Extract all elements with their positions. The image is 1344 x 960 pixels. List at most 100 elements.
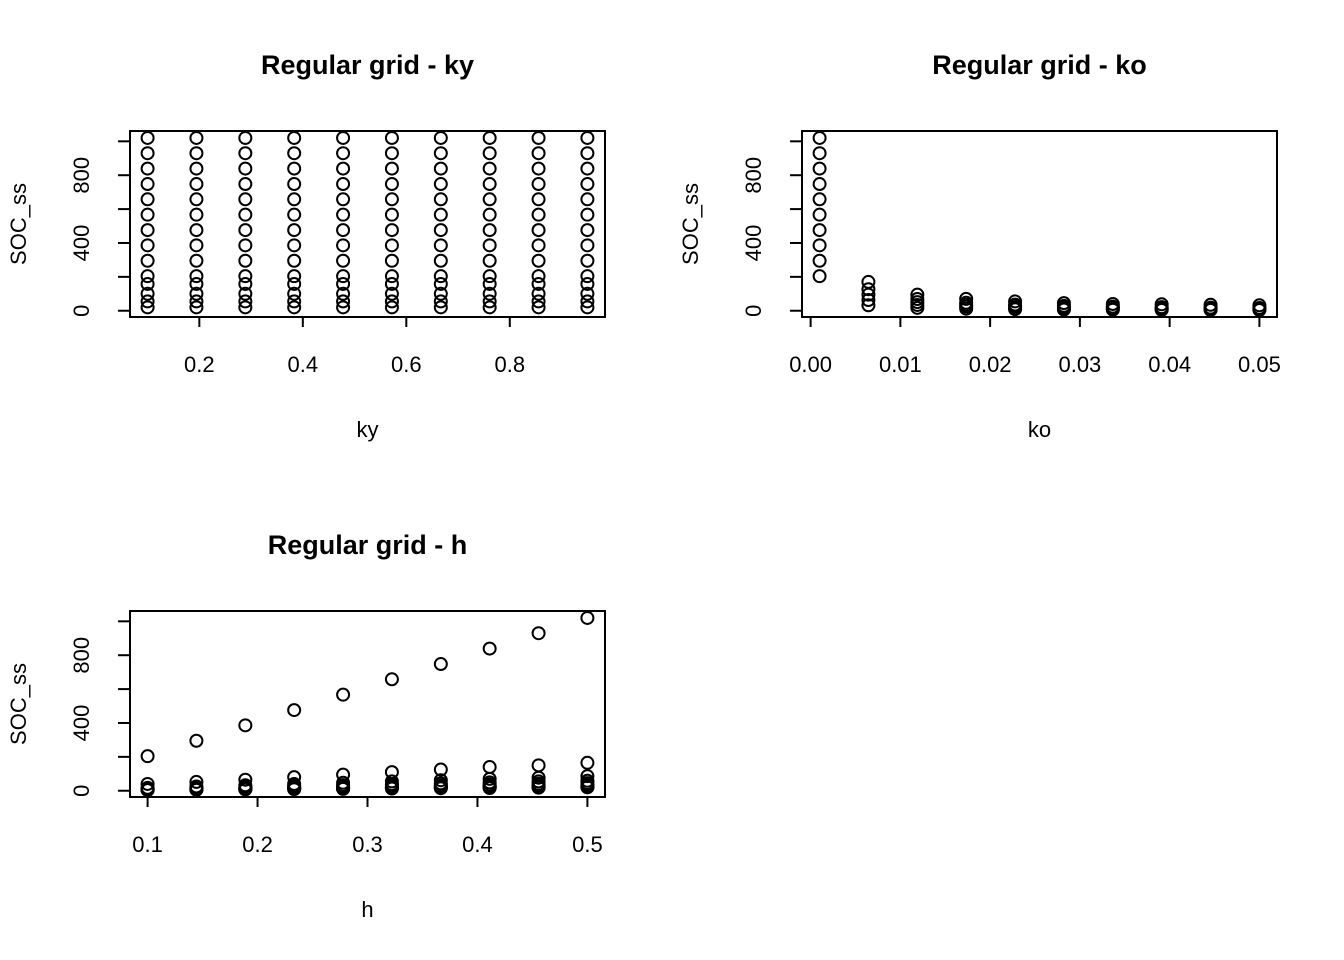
data-point <box>433 276 448 291</box>
data-point <box>384 294 399 309</box>
data-point <box>531 253 546 268</box>
data-point <box>238 146 253 161</box>
data-point <box>531 780 546 795</box>
data-point <box>910 292 925 307</box>
data-point <box>140 130 155 145</box>
plot-box <box>801 130 1278 318</box>
x-tick-label: 0.2 <box>242 832 273 857</box>
data-point <box>531 276 546 291</box>
data-point <box>959 295 974 310</box>
data-point <box>189 276 204 291</box>
data-point <box>482 276 497 291</box>
data-point <box>140 776 155 791</box>
data-point <box>287 300 302 315</box>
data-point <box>140 749 155 764</box>
data-point <box>1203 297 1218 312</box>
data-point <box>580 238 595 253</box>
data-point <box>433 300 448 315</box>
data-point <box>336 294 351 309</box>
data-point <box>433 223 448 238</box>
data-point <box>910 287 925 302</box>
data-point <box>336 276 351 291</box>
data-point <box>189 269 204 284</box>
data-point <box>384 238 399 253</box>
data-point <box>482 238 497 253</box>
data-point <box>580 300 595 315</box>
data-point <box>140 300 155 315</box>
data-point <box>861 282 876 297</box>
y-tick-label: 800 <box>69 157 94 194</box>
data-point <box>580 207 595 222</box>
data-point <box>433 146 448 161</box>
data-point <box>580 223 595 238</box>
data-point <box>580 177 595 192</box>
y-axis-label: SOC_ss <box>6 663 31 745</box>
data-point <box>287 223 302 238</box>
data-point <box>433 294 448 309</box>
panel: Regular grid - ky ky SOC_ss 0.2 0.4 0.6 0.8 0 40… <box>6 50 606 442</box>
y-tick-label: 800 <box>741 157 766 194</box>
data-point <box>336 177 351 192</box>
data-point <box>238 238 253 253</box>
data-point <box>433 177 448 192</box>
data-point <box>238 300 253 315</box>
data-point <box>384 276 399 291</box>
data-point <box>384 161 399 176</box>
data-point <box>140 192 155 207</box>
data-point <box>482 760 497 775</box>
data-point <box>238 782 253 797</box>
data-point <box>336 146 351 161</box>
data-point <box>287 782 302 797</box>
data-point <box>287 276 302 291</box>
data-point <box>433 192 448 207</box>
data-point <box>482 300 497 315</box>
data-point <box>287 207 302 222</box>
data-point <box>287 286 302 301</box>
data-point <box>140 286 155 301</box>
data-point <box>336 192 351 207</box>
data-point <box>433 657 448 672</box>
data-point <box>812 207 827 222</box>
data-point <box>384 286 399 301</box>
data-point <box>1056 296 1071 311</box>
x-tick-label: 0.00 <box>789 352 832 377</box>
data-point <box>531 130 546 145</box>
data-point <box>482 177 497 192</box>
data-point <box>812 269 827 284</box>
data-point <box>238 286 253 301</box>
data-point <box>384 781 399 796</box>
x-tick-label: 0.05 <box>1238 352 1281 377</box>
y-tick-label: 800 <box>69 637 94 674</box>
x-tick-label: 0.2 <box>184 352 215 377</box>
data-point <box>189 300 204 315</box>
data-point <box>140 294 155 309</box>
data-point <box>189 223 204 238</box>
data-point <box>812 253 827 268</box>
data-point <box>1154 297 1169 312</box>
x-tick-label: 0.04 <box>1148 352 1191 377</box>
data-point <box>140 146 155 161</box>
data-point <box>482 161 497 176</box>
data-point <box>482 269 497 284</box>
data-point <box>140 238 155 253</box>
data-point <box>580 286 595 301</box>
data-point <box>531 294 546 309</box>
data-point <box>140 177 155 192</box>
data-point <box>287 161 302 176</box>
data-point <box>287 238 302 253</box>
data-point <box>531 770 546 785</box>
data-point <box>189 146 204 161</box>
data-point <box>189 177 204 192</box>
data-point <box>336 286 351 301</box>
y-axis-label: SOC_ss <box>678 183 703 265</box>
data-point <box>336 253 351 268</box>
data-point <box>580 294 595 309</box>
data-point <box>189 253 204 268</box>
data-point <box>531 300 546 315</box>
data-point <box>238 192 253 207</box>
data-point <box>531 177 546 192</box>
data-point <box>531 161 546 176</box>
data-point <box>140 783 155 798</box>
data-point <box>580 161 595 176</box>
